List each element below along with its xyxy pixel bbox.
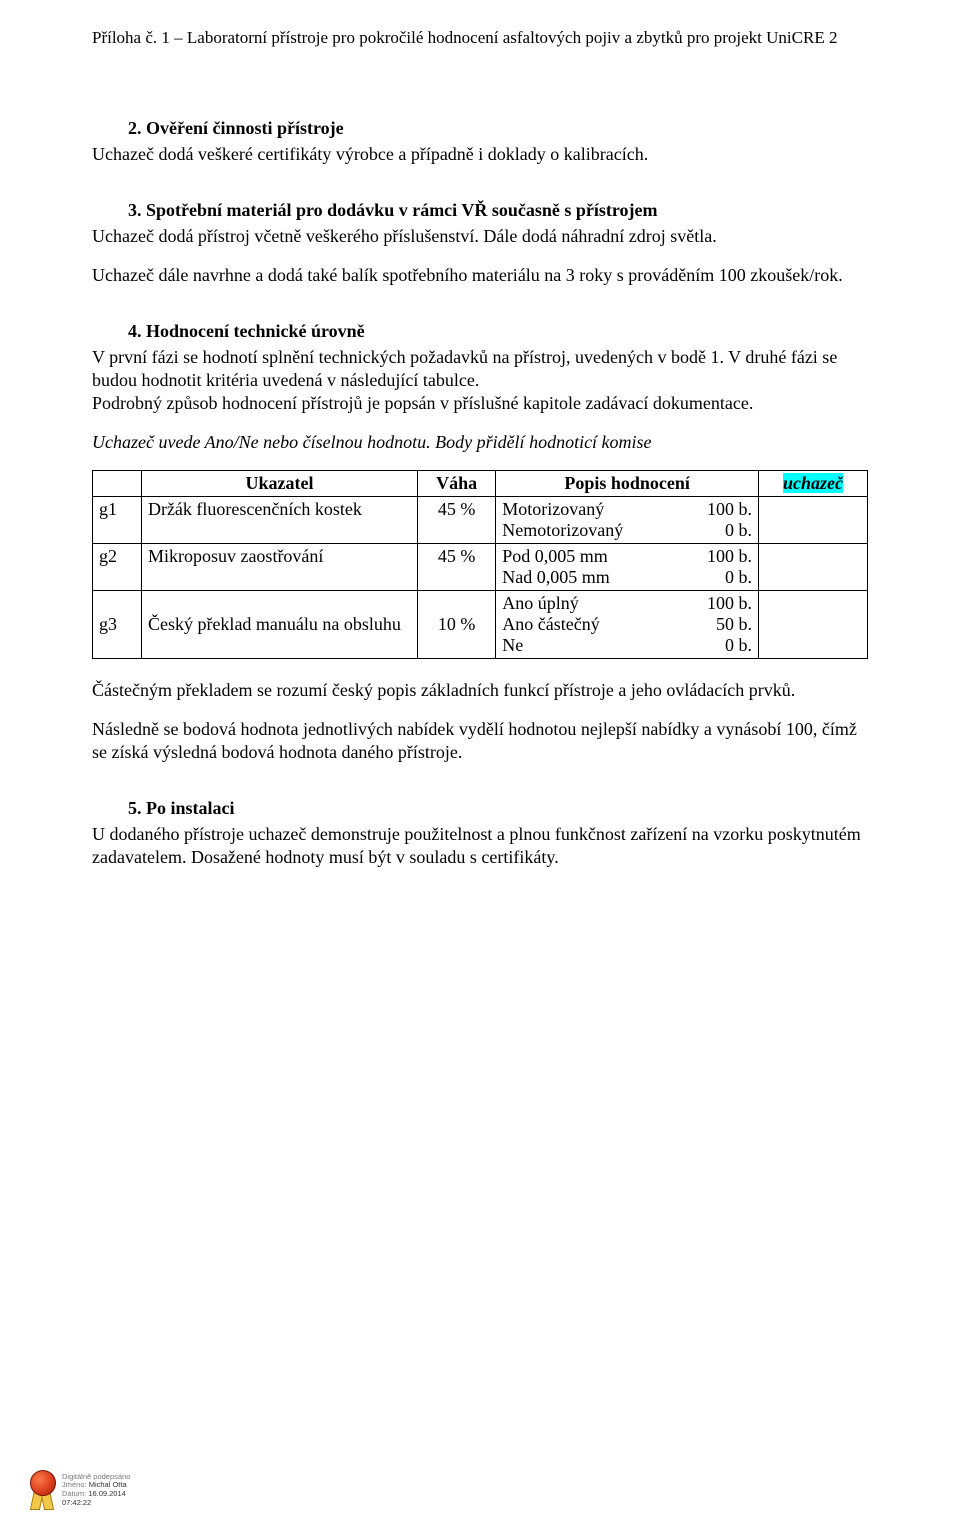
section-4-after-1: Částečným překladem se rozumí český popi…: [92, 679, 868, 702]
table-cell-popis: Motorizovaný 100 b. Nemotorizovaný 0 b.: [496, 497, 759, 544]
table-row: g1 Držák fluorescenčních kostek 45 % Mot…: [93, 497, 868, 544]
table-row: g3 Český překlad manuálu na obsluhu 10 %…: [93, 591, 868, 659]
section-5-title: 5. Po instalaci: [92, 798, 868, 819]
document-page: Příloha č. 1 – Laboratorní přístroje pro…: [0, 0, 960, 1538]
table-header-row: Ukazatel Váha Popis hodnocení uchazeč: [93, 471, 868, 497]
popis-points: 100 b.: [695, 499, 752, 520]
table-header-uchazec: uchazeč: [759, 471, 868, 497]
table-header-empty: [93, 471, 142, 497]
popis-label: Ano úplný: [502, 593, 579, 614]
table-header-vaha: Váha: [418, 471, 496, 497]
popis-label: Pod 0,005 mm: [502, 546, 608, 567]
popis-label: Ne: [502, 635, 523, 656]
section-4-title: 4. Hodnocení technické úrovně: [92, 321, 868, 342]
table-header-uchazec-text: uchazeč: [783, 473, 843, 493]
popis-label: Ano částečný: [502, 614, 599, 635]
section-3-paragraph-2: Uchazeč dále navrhne a dodá také balík s…: [92, 264, 868, 287]
popis-points: 50 b.: [704, 614, 752, 635]
digital-signature: Digitálně podepsáno Jméno: Michal Otta D…: [28, 1470, 130, 1510]
table-cell-ukazatel: Mikroposuv zaostřování: [141, 544, 417, 591]
section-4-paragraph-1: V první fázi se hodnotí splnění technick…: [92, 346, 868, 392]
table-cell-uchazec[interactable]: [759, 544, 868, 591]
evaluation-table: Ukazatel Váha Popis hodnocení uchazeč g1…: [92, 470, 868, 659]
table-cell-vaha: 10 %: [418, 591, 496, 659]
table-cell-id: g2: [93, 544, 142, 591]
signature-time: 07:42:22: [62, 1498, 91, 1507]
signature-text-block: Digitálně podepsáno Jméno: Michal Otta D…: [62, 1473, 130, 1508]
section-5-paragraph: U dodaného přístroje uchazeč demonstruje…: [92, 823, 868, 869]
section-2-paragraph: Uchazeč dodá veškeré certifikáty výrobce…: [92, 143, 868, 166]
popis-label: Nad 0,005 mm: [502, 567, 610, 588]
popis-points: 0 b.: [713, 567, 752, 588]
table-cell-id: g3: [93, 591, 142, 659]
section-4-after-2: Následně se bodová hodnota jednotlivých …: [92, 718, 868, 764]
table-cell-popis: Ano úplný 100 b. Ano částečný 50 b. Ne 0 b.: [496, 591, 759, 659]
seal-icon: [28, 1470, 56, 1510]
popis-label: Motorizovaný: [502, 499, 604, 520]
table-cell-uchazec[interactable]: [759, 497, 868, 544]
signature-date-value: 16.09.2014: [88, 1489, 126, 1498]
section-3-title: 3. Spotřební materiál pro dodávku v rámc…: [92, 200, 868, 221]
table-header-popis: Popis hodnocení: [496, 471, 759, 497]
table-cell-popis: Pod 0,005 mm 100 b. Nad 0,005 mm 0 b.: [496, 544, 759, 591]
popis-points: 0 b.: [713, 520, 752, 541]
table-cell-id: g1: [93, 497, 142, 544]
table-header-ukazatel: Ukazatel: [141, 471, 417, 497]
section-4-paragraph-2: Podrobný způsob hodnocení přístrojů je p…: [92, 392, 868, 415]
table-cell-vaha: 45 %: [418, 544, 496, 591]
popis-points: 0 b.: [713, 635, 752, 656]
table-cell-ukazatel: Český překlad manuálu na obsluhu: [141, 591, 417, 659]
section-3-paragraph-1: Uchazeč dodá přístroj včetně veškerého p…: [92, 225, 868, 248]
page-header: Příloha č. 1 – Laboratorní přístroje pro…: [92, 28, 868, 48]
section-2-title: 2. Ověření činnosti přístroje: [92, 118, 868, 139]
table-cell-vaha: 45 %: [418, 497, 496, 544]
popis-label: Nemotorizovaný: [502, 520, 623, 541]
popis-points: 100 b.: [695, 593, 752, 614]
table-cell-ukazatel: Držák fluorescenčních kostek: [141, 497, 417, 544]
popis-points: 100 b.: [695, 546, 752, 567]
table-row: g2 Mikroposuv zaostřování 45 % Pod 0,005…: [93, 544, 868, 591]
section-4-note: Uchazeč uvede Ano/Ne nebo číselnou hodno…: [92, 431, 868, 454]
table-cell-uchazec[interactable]: [759, 591, 868, 659]
